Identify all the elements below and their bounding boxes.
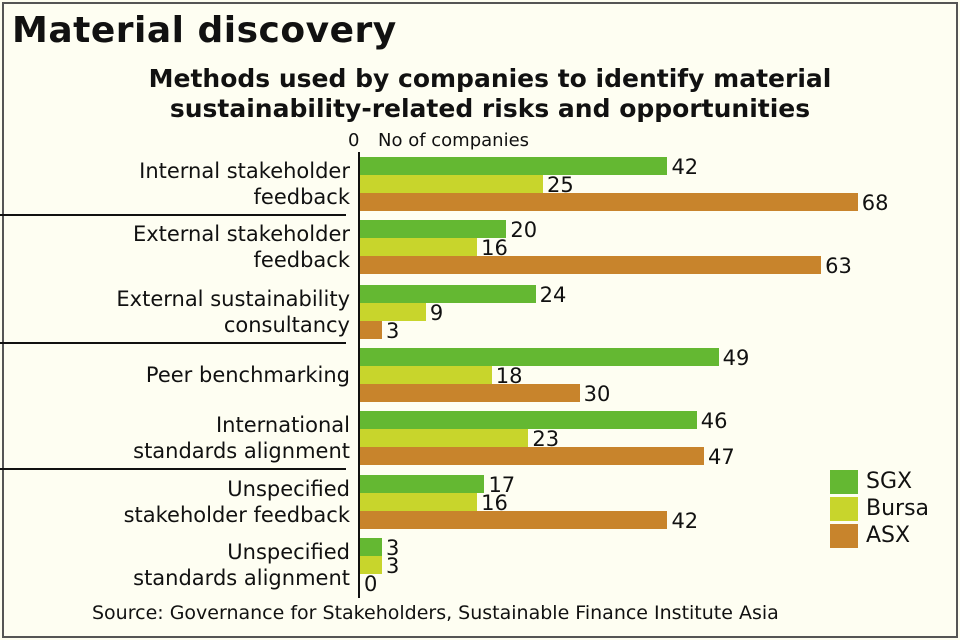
bar-value-label: 3: [385, 319, 400, 343]
legend-swatch-bursa: [830, 497, 858, 521]
bar-value-label: 17: [488, 473, 516, 497]
category-label-line: consultancy: [223, 313, 350, 337]
bar-bursa: [360, 175, 543, 193]
bar-asx: [360, 321, 382, 339]
category-label: Internal stakeholder feedback: [139, 158, 350, 210]
legend-swatch-asx: [830, 524, 858, 548]
x-axis-label: No of companies: [378, 130, 530, 151]
bar-value-label: 20: [510, 218, 538, 242]
bar-value-label: 42: [671, 155, 699, 179]
legend-label-asx: ASX: [866, 523, 911, 548]
category-label-line: feedback: [253, 248, 350, 272]
bar-value-label: 25: [547, 173, 574, 197]
bar-sgx: [360, 538, 382, 556]
category-label-line: International: [215, 413, 350, 437]
category-label: External sustainability consultancy: [116, 286, 350, 338]
bar-value-label: 47: [708, 445, 735, 469]
bar-bursa: [360, 493, 478, 511]
bar-value-label: 30: [583, 382, 611, 406]
chart-title: Material discovery: [12, 10, 397, 51]
bar-value-label: 16: [481, 236, 508, 260]
chart-subtitle-line2: sustainability-related risks and opportu…: [169, 94, 811, 123]
bar-value-label: 24: [539, 283, 567, 307]
group-separator: [0, 342, 346, 344]
category-label-line: External sustainability: [116, 287, 350, 311]
bar-value-label: 68: [861, 191, 889, 215]
bar-bursa: [360, 556, 382, 574]
bar-sgx: [360, 348, 719, 366]
bar-value-label: 3: [385, 554, 400, 578]
category-label-line: Peer benchmarking: [145, 363, 350, 387]
category-label-line: feedback: [253, 185, 350, 209]
category-label-line: standards alignment: [133, 439, 350, 463]
bar-sgx: [360, 475, 485, 493]
group-separator: [0, 468, 346, 470]
category-label-line: External stakeholder: [132, 222, 350, 246]
bar-bursa: [360, 366, 492, 384]
bar-sgx: [360, 157, 668, 175]
bar-bursa: [360, 238, 478, 256]
category-label: International standards alignment: [133, 412, 350, 464]
category-label-line: Unspecified: [227, 477, 350, 501]
legend-label-bursa: Bursa: [866, 496, 930, 521]
bar-sgx: [360, 220, 507, 238]
legend-swatch-sgx: [830, 470, 858, 494]
bar-bursa: [360, 303, 426, 321]
bar-bursa: [360, 429, 529, 447]
bar-value-label: 9: [429, 301, 444, 325]
bar-value-label: 3: [385, 536, 400, 560]
bar-value-label: 18: [495, 364, 523, 388]
bar-sgx: [360, 411, 697, 429]
bar-value-label: 63: [825, 254, 852, 278]
category-label: External stakeholder feedback: [133, 221, 350, 273]
bar-value-label: 42: [671, 509, 699, 533]
category-label-line: Internal stakeholder: [139, 159, 350, 183]
category-label-line: Unspecified: [227, 540, 350, 564]
bar-value-label: 0: [364, 572, 378, 596]
chart-subtitle-line1: Methods used by companies to identify ma…: [148, 64, 832, 93]
category-label: Unspecified standards alignment: [133, 539, 350, 591]
bar-value-label: 49: [722, 346, 750, 370]
source-note: Source: Governance for Stakeholders, Sus…: [92, 602, 779, 624]
legend-label-sgx: SGX: [866, 469, 913, 494]
bar-asx: [360, 511, 668, 529]
bar-value-label: 23: [532, 427, 560, 451]
bar-asx: [360, 384, 580, 402]
bar-value-label: 46: [700, 409, 728, 433]
bar-asx: [360, 193, 858, 211]
bar-sgx: [360, 285, 536, 303]
bar-asx: [360, 256, 822, 274]
y-axis-line: [358, 152, 360, 598]
group-separator: [0, 214, 346, 216]
category-label-line: standards alignment: [133, 566, 350, 590]
bar-asx: [360, 447, 705, 465]
axis-zero-label: 0: [348, 130, 360, 151]
bar-value-label: 16: [481, 491, 508, 515]
category-label: Peer benchmarking: [146, 362, 350, 388]
category-label-line: stakeholder feedback: [123, 503, 350, 527]
category-label: Unspecified stakeholder feedback: [124, 476, 350, 528]
